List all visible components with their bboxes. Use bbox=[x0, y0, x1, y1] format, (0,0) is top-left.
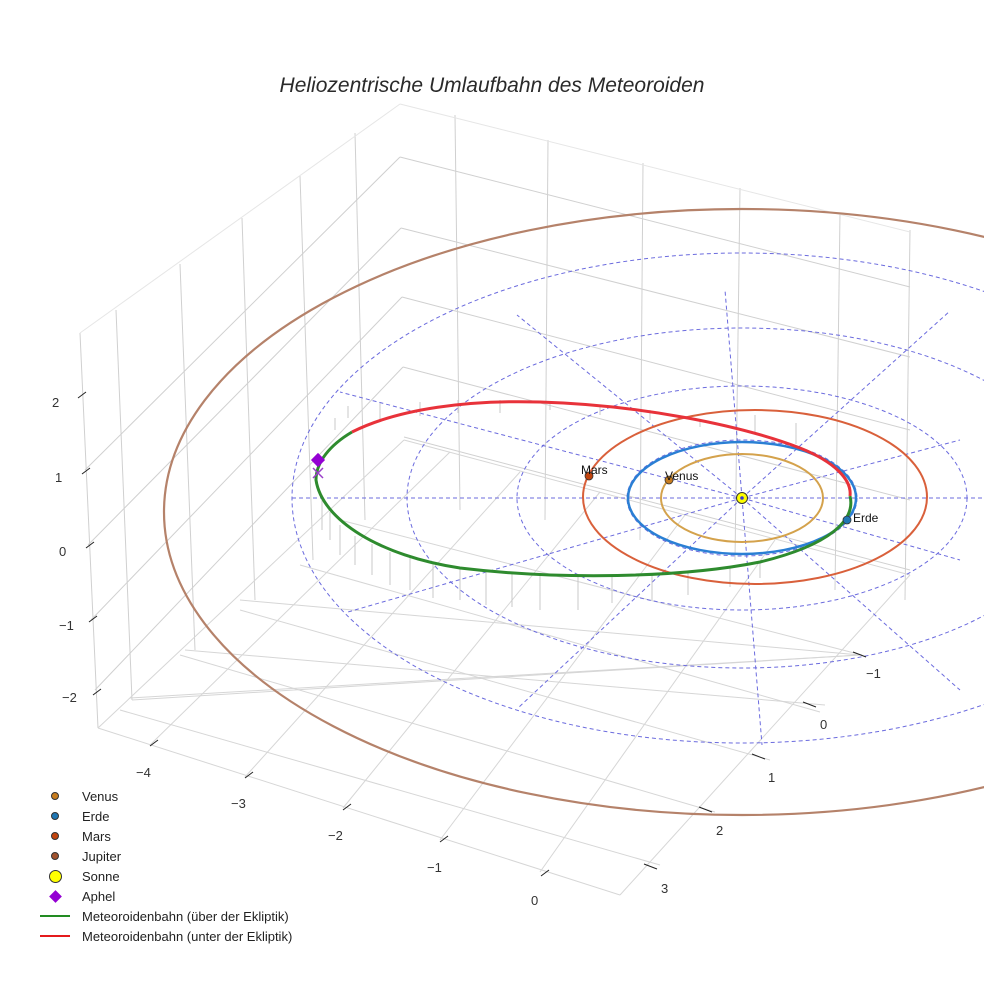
mars-dot-icon bbox=[51, 832, 59, 840]
aphel-marker[interactable] bbox=[310, 452, 326, 468]
green-line-icon bbox=[40, 915, 70, 917]
jupiter-dot-icon bbox=[51, 852, 59, 860]
x-tick-label: −4 bbox=[136, 765, 151, 780]
z-axis bbox=[77, 391, 102, 696]
legend-item-mars[interactable]: Mars bbox=[36, 826, 292, 846]
chart-title: Heliozentrische Umlaufbahn des Meteoroid… bbox=[279, 74, 705, 97]
z-tick-label: 2 bbox=[52, 395, 59, 410]
legend-item-erde[interactable]: Erde bbox=[36, 806, 292, 826]
x-axis bbox=[149, 739, 550, 877]
meteoroid-orbit-below-ecliptic bbox=[351, 400, 852, 497]
x-tick-label: −3 bbox=[231, 796, 246, 811]
z-tick-label: 0 bbox=[59, 544, 66, 559]
venus-label: Venus bbox=[665, 469, 698, 483]
y-tick-label: 1 bbox=[768, 770, 775, 785]
mars-orbit bbox=[582, 409, 928, 585]
earth-marker[interactable] bbox=[842, 515, 852, 525]
legend-label: Venus bbox=[82, 788, 119, 804]
y-axis bbox=[643, 651, 867, 870]
meteoroid-drop-lines bbox=[321, 400, 797, 610]
legend-item-sonne[interactable]: Sonne bbox=[36, 866, 292, 886]
z-tick-label: 1 bbox=[55, 470, 62, 485]
grid-floor bbox=[97, 439, 911, 896]
y-tick-label: 0 bbox=[820, 717, 827, 732]
z-tick-label: −1 bbox=[59, 618, 74, 633]
legend-item-orbit-above[interactable]: Meteoroidenbahn (über der Ekliptik) bbox=[36, 906, 292, 926]
legend-label: Sonne bbox=[82, 868, 120, 884]
mars-marker[interactable] bbox=[584, 471, 594, 481]
diamond-icon bbox=[48, 889, 62, 903]
sun-dot-icon bbox=[48, 869, 62, 883]
earth-orbit bbox=[626, 440, 858, 556]
legend: Venus Erde Mars Jupiter Sonne Aphel Mete… bbox=[36, 786, 292, 946]
y-tick-label: −1 bbox=[866, 666, 881, 681]
legend-label: Mars bbox=[82, 828, 111, 844]
legend-label: Jupiter bbox=[82, 848, 122, 864]
legend-item-aphel[interactable]: Aphel bbox=[36, 886, 292, 906]
z-tick-label: −2 bbox=[62, 690, 77, 705]
venus-orbit bbox=[660, 453, 824, 543]
y-tick-label: 3 bbox=[661, 881, 668, 896]
earth-label: Erde bbox=[853, 511, 879, 525]
legend-label: Aphel bbox=[82, 888, 116, 904]
legend-item-venus[interactable]: Venus bbox=[36, 786, 292, 806]
legend-item-jupiter[interactable]: Jupiter bbox=[36, 846, 292, 866]
legend-label: Erde bbox=[82, 808, 110, 824]
aphel-projection-x-icon bbox=[312, 467, 324, 479]
earth-dot-icon bbox=[51, 812, 59, 820]
venus-marker[interactable] bbox=[664, 475, 674, 485]
y-tick-label: 2 bbox=[716, 823, 723, 838]
x-tick-label: −2 bbox=[328, 828, 343, 843]
meteoroid-orbit-above-ecliptic bbox=[314, 430, 853, 578]
grid-back-walls bbox=[79, 103, 911, 729]
red-line-icon bbox=[40, 935, 70, 937]
venus-dot-icon bbox=[51, 792, 59, 800]
sun-center-icon bbox=[740, 496, 744, 500]
jupiter-orbit bbox=[163, 207, 984, 817]
x-tick-label: 0 bbox=[531, 893, 538, 908]
legend-label: Meteoroidenbahn (über der Ekliptik) bbox=[82, 908, 289, 924]
mars-label: Mars bbox=[581, 463, 608, 477]
legend-label: Meteoroidenbahn (unter der Ekliptik) bbox=[82, 928, 293, 944]
x-tick-label: −1 bbox=[427, 860, 442, 875]
legend-item-orbit-below[interactable]: Meteoroidenbahn (unter der Ekliptik) bbox=[36, 926, 292, 946]
